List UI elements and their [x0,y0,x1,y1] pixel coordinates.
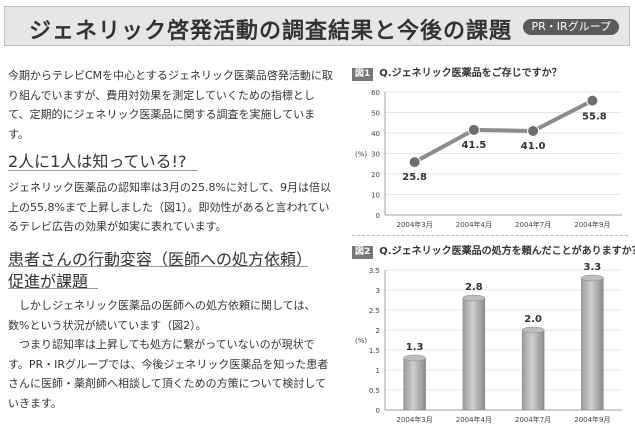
page-title: ジェネリック啓発活動の調査結果と今後の課題 [29,19,513,44]
fig2-y-tick-label: 0 [376,407,380,415]
fig2-header: 図2 Q.ジェネリック医薬品の処方を頼んだことがありますか？ [352,242,635,259]
fig1-title: Q.ジェネリック医薬品をご存じですか？ [379,68,562,79]
fig2-data-label: 2.0 [524,314,542,325]
fig1-data-label: 25.8 [402,172,427,183]
fig2-data-label: 1.3 [406,342,424,353]
fig2-title: Q.ジェネリック医薬品の処方を頼んだことがありますか？ [379,246,635,257]
fig1-y-tick-label: 30 [371,151,380,159]
behavior-paragraphs: しかしジェネリック医薬品の医師への処方依頼に関しては、数%という状況が続いていま… [8,296,333,413]
fig2-bar [521,329,545,411]
fig1-y-tick-label: 50 [371,110,380,118]
fig1-y-tick-label: 40 [371,130,380,138]
fig1-y-tick-label: 10 [371,192,380,200]
fig1-x-tick-label: 2004年9月 [574,220,610,229]
fig2-x-tick-label: 2004年9月 [574,415,610,424]
behavior-paragraph-2: つまり認知率は上昇しても処方に繋がっていないのが現状です。PR・IRグループでは… [8,338,329,410]
behavior-paragraph-1: しかしジェネリック医薬品の医師への処方依頼に関しては、数%という状況が続いていま… [8,299,316,332]
fig2-x-tick-label: 2004年7月 [515,415,551,424]
fig2-x-tick-label: 2004年4月 [456,415,492,424]
fig2-data-label: 3.3 [584,262,602,273]
fig2-y-tick-label: 1.5 [369,347,380,355]
intro-paragraph: 今期からテレビCMを中心とするジェネリック医薬品啓発活動に取り組んでいますが、費… [8,69,333,141]
fig2-y-tick-label: 1 [376,367,380,375]
fig2-y-tick-label: 2.5 [369,307,380,315]
fig2-bar-top [462,294,486,302]
fig2-bar [403,357,426,411]
fig1-label: 図1 [352,68,374,81]
fig2-data-label: 2.8 [465,282,483,293]
figure-divider [352,235,628,236]
fig2-y-tick-label: 2 [376,327,380,335]
fig2-y-tick-label: 3 [376,287,380,295]
fig1-line-chart: 0 10 20 30 40 50 60 (%) 25.8 41.5 41.0 55.8 2004年3月 2… [355,89,622,229]
fig2-bar-top [521,326,545,334]
department-badge: PR・IRグループ [523,19,619,35]
heading-underline [8,266,308,267]
fig1-y-tick-label: 0 [376,212,380,220]
fig2-y-tick-label: 3.5 [369,267,380,275]
heading-underline [8,170,198,171]
fig2-label: 図2 [352,246,374,259]
fig2-y-axis-label: (%) [355,337,367,345]
heading-underline [8,288,98,289]
page-header: ジェネリック啓発活動の調査結果と今後の課題 PR・IRグループ [4,6,630,46]
fig1-y-tick-label: 20 [371,171,380,179]
section-heading-behavior-2: 促進が課題 [8,272,89,291]
awareness-paragraph: ジェネリック医薬品の認知率は3月の25.8%に対して、9月は倍以上の55.8%ま… [8,181,332,233]
fig1-data-point [408,156,421,169]
section-heading-behavior: 患者さんの行動変容（医師への処方依頼） [8,250,313,269]
fig1-y-tick-label: 60 [371,89,380,97]
fig1-data-point [467,123,480,136]
section-heading-awareness: 2人に1人は知っている!? [8,152,187,171]
fig1-data-label: 55.8 [582,112,607,123]
fig1-data-label: 41.0 [521,141,546,152]
fig2-bar-top [581,274,604,282]
fig2-bar [581,277,604,411]
fig1-header: 図1 Q.ジェネリック医薬品をご存じですか？ [352,64,562,81]
fig2-bar-top [403,354,426,362]
fig1-series-line [413,98,594,164]
fig1-y-axis-label: (%) [355,151,367,159]
fig2-y-tick-label: 0.5 [369,387,380,395]
fig1-x-tick-label: 2004年7月 [515,220,551,229]
fig1-x-tick-label: 2004年3月 [396,220,432,229]
fig1-data-point [586,94,599,107]
fig1-x-tick-label: 2004年4月 [456,220,492,229]
fig2-x-tick-label: 2004年3月 [396,415,432,424]
fig1-data-label: 41.5 [462,140,487,151]
fig1-data-point [527,124,540,137]
fig2-bar [462,297,486,411]
fig2-bar-chart: 0 0.5 1 1.5 2 2.5 3 3.5 (%) 1.3 2004年3月 2.8 2004年4月 2… [355,262,622,424]
